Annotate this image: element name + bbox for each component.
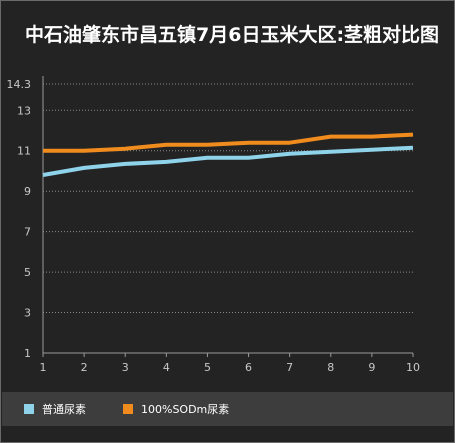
y-tick-label-5: 11 <box>17 145 31 158</box>
series-line-2 <box>43 132 414 153</box>
y-tick-label-1: 3 <box>24 307 31 320</box>
x-tick-label-7: 7 <box>286 361 293 374</box>
x-tick-label-10: 10 <box>406 361 420 374</box>
chart-title: 中石油肇东市昌五镇7月6日玉米大区:茎粗对比图 <box>25 24 440 46</box>
y-tick-label-0: 1 <box>24 347 31 360</box>
series-line-1 <box>42 145 414 177</box>
x-tick-label-6: 6 <box>245 361 252 374</box>
legend-label-series-1: 普通尿素 <box>42 403 86 416</box>
legend-label-series-2: 100%SODm尿素 <box>141 403 230 416</box>
y-tick-label-4: 9 <box>24 185 31 198</box>
x-tick-label-2: 2 <box>81 361 88 374</box>
y-tick-label-6: 13 <box>17 104 31 117</box>
x-tick-label-4: 4 <box>163 361 170 374</box>
y-tick-label-2: 5 <box>24 266 31 279</box>
y-tick-label-7: 14.3 <box>7 78 32 91</box>
legend-item-series-2: 100%SODm尿素 <box>123 392 229 426</box>
x-tick-label-5: 5 <box>204 361 211 374</box>
x-tick-label-1: 1 <box>40 361 47 374</box>
legend-swatch-series-2 <box>123 404 133 414</box>
y-tick-label-3: 7 <box>24 226 31 239</box>
x-tick-label-3: 3 <box>122 361 129 374</box>
x-tick-label-8: 8 <box>327 361 334 374</box>
legend-swatch-series-1 <box>24 404 34 414</box>
chart-legend: 普通尿素 100%SODm尿素 <box>2 392 453 426</box>
legend-item-series-1: 普通尿素 <box>24 392 86 426</box>
x-tick-label-9: 9 <box>368 361 375 374</box>
